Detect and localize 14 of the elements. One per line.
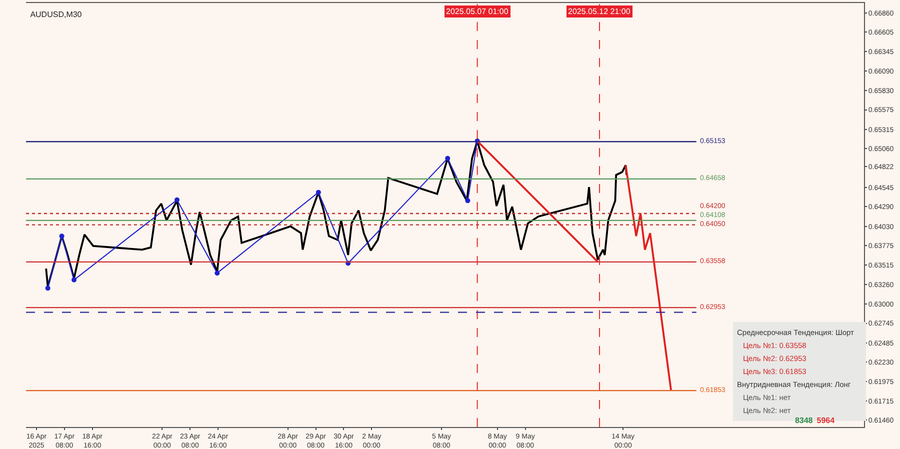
point — [316, 190, 321, 195]
point — [214, 270, 220, 276]
text: AUDUSD,M30 — [30, 10, 82, 19]
ref-line-label: 2025.05.07 01:00 — [446, 7, 509, 16]
ref-line-label: 2025.05.12 21:00 — [568, 7, 631, 16]
point — [445, 156, 450, 161]
line-series — [624, 164, 672, 392]
point — [465, 198, 470, 204]
point — [72, 277, 77, 282]
annotation: 8348 — [794, 415, 814, 427]
point — [45, 286, 50, 291]
point — [174, 197, 180, 202]
point — [59, 234, 64, 239]
annotation: 5964 — [816, 415, 836, 427]
